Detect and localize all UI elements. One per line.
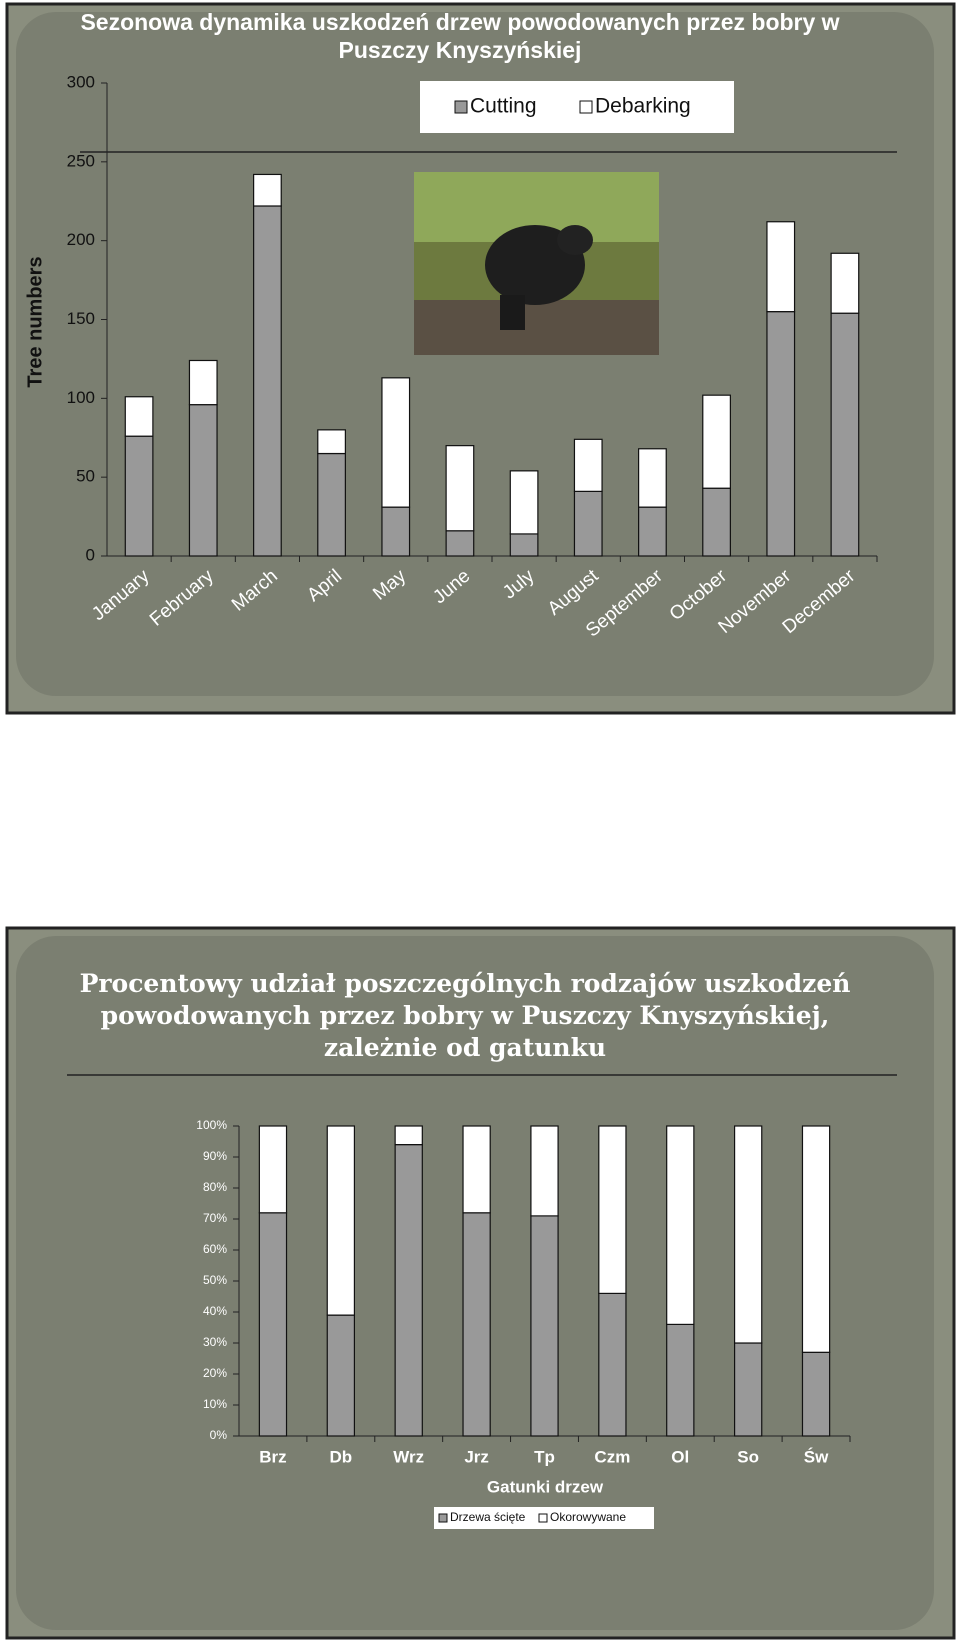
beaver-photo: [414, 172, 659, 355]
bar-segment: [530, 1215, 559, 1437]
y-tick-label: 300: [67, 72, 95, 91]
bar-segment: [598, 1125, 627, 1294]
bar-segment: [638, 506, 667, 557]
bar-segment: [124, 396, 154, 437]
bar-segment: [666, 1323, 695, 1437]
bar-segment: [188, 404, 218, 557]
legend-label: Okorowywane: [550, 1510, 626, 1524]
bar-segment: [702, 394, 731, 489]
y-tick-label: 40%: [203, 1304, 227, 1318]
bar-segment: [509, 533, 539, 557]
legend-swatch: [438, 1513, 448, 1523]
bar-segment: [253, 205, 282, 557]
bar-segment: [573, 490, 603, 557]
x-tick-label: Wrz: [393, 1447, 424, 1466]
y-tick-label: 0: [86, 545, 95, 564]
bar-segment: [830, 312, 860, 557]
bar-segment: [445, 445, 475, 532]
bar-segment: [124, 435, 154, 557]
x-tick-label: Czm: [594, 1447, 630, 1466]
bar-segment: [258, 1212, 288, 1437]
bar-segment: [766, 311, 796, 557]
bar-segment: [317, 452, 346, 557]
bar-segment: [326, 1125, 356, 1316]
y-tick-label: 80%: [203, 1180, 227, 1194]
y-tick-label: 0%: [210, 1428, 228, 1442]
bar-segment: [253, 173, 282, 207]
y-tick-label: 150: [67, 309, 95, 328]
y-tick-label: 200: [67, 230, 95, 249]
x-axis-title: Gatunki drzew: [487, 1477, 604, 1496]
y-tick-label: 60%: [203, 1242, 227, 1256]
y-tick-label: 100%: [196, 1118, 227, 1132]
y-tick-label: 20%: [203, 1366, 227, 1380]
legend-label: Debarking: [595, 95, 691, 118]
bar-segment: [462, 1125, 491, 1214]
bar-segment: [445, 530, 475, 557]
x-tick-label: Db: [329, 1447, 352, 1466]
bar-segment: [638, 448, 667, 508]
bar-segment: [702, 487, 731, 557]
x-tick-label: Jrz: [464, 1447, 489, 1466]
y-tick-label: 100: [67, 388, 95, 407]
bar-segment: [326, 1314, 356, 1437]
bar-segment: [509, 470, 539, 535]
legend-swatch: [579, 100, 593, 114]
legend-label: Drzewa ścięte: [450, 1510, 526, 1524]
bar-segment: [801, 1351, 831, 1437]
bar-segment: [598, 1292, 627, 1437]
y-tick-label: 70%: [203, 1211, 227, 1225]
legend-swatch: [538, 1513, 548, 1523]
bar-segment: [830, 252, 860, 314]
bar-segment: [381, 377, 411, 508]
x-tick-label: Ol: [671, 1447, 689, 1466]
bar-segment: [666, 1125, 695, 1325]
bar-segment: [766, 221, 796, 313]
chart-title: Sezonowa dynamika uszkodzeń drzew powodo…: [80, 9, 840, 63]
y-tick-label: 90%: [203, 1149, 227, 1163]
legend-box: [420, 81, 734, 133]
y-tick-label: 30%: [203, 1335, 227, 1349]
bar-segment: [258, 1125, 288, 1214]
bar-segment: [317, 429, 346, 455]
x-tick-label: Św: [804, 1447, 829, 1466]
y-tick-label: 50%: [203, 1273, 227, 1287]
y-tick-label: 50: [76, 467, 95, 486]
bar-segment: [733, 1342, 763, 1437]
bar-segment: [188, 359, 218, 406]
y-tick-label: 10%: [203, 1397, 227, 1411]
x-tick-label: So: [737, 1447, 759, 1466]
bar-segment: [801, 1125, 831, 1353]
bar-segment: [394, 1125, 423, 1146]
bar-segment: [733, 1125, 763, 1344]
bar-segment: [530, 1125, 559, 1217]
x-tick-label: Tp: [534, 1447, 555, 1466]
legend-label: Cutting: [470, 95, 537, 118]
legend-swatch: [454, 100, 468, 114]
x-tick-label: Brz: [259, 1447, 286, 1466]
y-axis-title: Tree numbers: [24, 256, 46, 387]
bar-segment: [462, 1212, 491, 1437]
bar-segment: [573, 438, 603, 492]
bar-segment: [381, 506, 411, 557]
bar-segment: [394, 1143, 423, 1437]
y-tick-label: 250: [67, 151, 95, 170]
chart-title: Procentowy udział poszczególnych rodzajó…: [79, 969, 851, 1062]
